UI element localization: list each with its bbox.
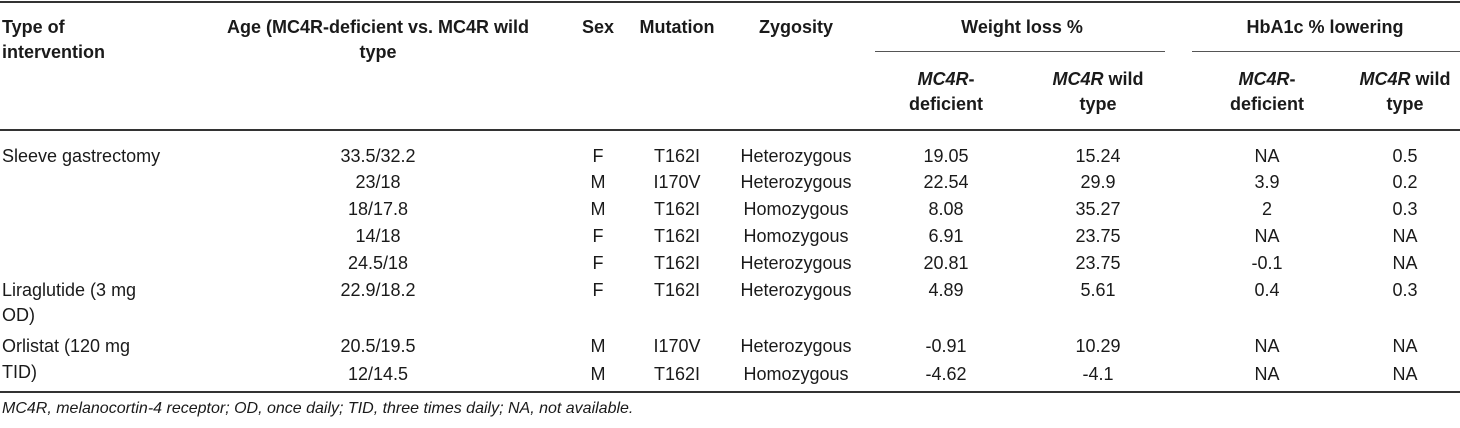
cell-zygosity: Heterozygous [740,253,852,273]
header-age-line2: type [359,42,397,62]
cell-hb-wild: NA [1392,226,1418,246]
cell-mutation: I170V [653,172,701,192]
cell-wl-deficient: 8.08 [928,199,964,219]
cell-wl-wild: 5.61 [1080,280,1116,300]
cell-hb-deficient: 0.4 [1254,280,1280,300]
subheader-hb-deficient-line2: deficient [1229,94,1305,114]
cell-wl-wild: 23.75 [1075,253,1121,273]
table-footnote: MC4R, melanocortin-4 receptor; OD, once … [2,400,634,417]
cell-mutation: T162I [653,280,701,300]
cell-mutation: T162I [653,199,701,219]
subheader-wl-wild-line1: MC4R wild [1052,69,1144,89]
cell-wl-wild: 23.75 [1075,226,1121,246]
cell-sex: M [590,364,606,384]
cell-hb-wild: NA [1392,253,1418,273]
subheader-hb-deficient-line1: MC4R- [1238,69,1296,89]
cell-mutation: I170V [653,336,701,356]
cell-age: 20.5/19.5 [340,336,416,356]
cell-hb-deficient: NA [1254,336,1280,356]
cell-hb-deficient: 2 [1261,199,1273,219]
cell-sex: M [590,336,606,356]
cell-intervention-line1: Liraglutide (3 mg [2,280,137,300]
cell-sex: F [592,280,604,300]
cell-sex: M [590,199,606,219]
cell-zygosity: Heterozygous [740,280,852,300]
cell-hb-deficient: -0.1 [1251,253,1283,273]
cell-age: 22.9/18.2 [340,280,416,300]
cell-hb-wild: 0.3 [1392,199,1418,219]
cell-wl-deficient: 20.81 [923,253,969,273]
cell-wl-wild: 15.24 [1075,146,1121,166]
cell-zygosity: Heterozygous [740,172,852,192]
table-bottom-rule [0,391,1460,393]
header-mutation: Mutation [639,17,715,37]
header-bottom-rule [0,129,1460,131]
cell-age: 23/18 [355,172,401,192]
cell-intervention-line2: OD) [2,305,35,325]
cell-mutation: T162I [653,226,701,246]
cell-wl-deficient: 22.54 [923,172,969,192]
weight-loss-group-rule [875,51,1165,52]
cell-hb-wild: 0.2 [1392,172,1418,192]
cell-sex: F [592,146,604,166]
header-type-line2: intervention [2,42,106,62]
header-type-line1: Type of [2,17,65,37]
cell-age: 24.5/18 [347,253,409,273]
cell-sex: F [592,253,604,273]
cell-hb-deficient: 3.9 [1254,172,1280,192]
cell-zygosity: Homozygous [743,226,849,246]
cell-intervention-line1: Orlistat (120 mg [2,336,131,356]
cell-hb-wild: NA [1392,364,1418,384]
cell-wl-wild: 29.9 [1080,172,1116,192]
cell-wl-deficient: 4.89 [928,280,964,300]
cell-zygosity: Homozygous [743,199,849,219]
cell-wl-deficient: -4.62 [925,364,967,384]
cell-mutation: T162I [653,364,701,384]
cell-sex: M [590,172,606,192]
cell-zygosity: Heterozygous [740,336,852,356]
cell-hb-wild: 0.5 [1392,146,1418,166]
subheader-hb-wild-line1: MC4R wild [1359,69,1451,89]
cell-hb-deficient: NA [1254,146,1280,166]
subheader-wl-deficient-line2: deficient [908,94,984,114]
cell-age: 12/14.5 [347,364,409,384]
cell-age: 18/17.8 [347,199,409,219]
header-age-line1: Age (MC4R-deficient vs. MC4R wild [226,17,530,37]
cell-intervention: Sleeve gastrectomy [2,146,161,166]
header-weight-loss: Weight loss % [961,17,1083,37]
table-top-rule [0,1,1460,3]
cell-hb-deficient: NA [1254,364,1280,384]
cell-hb-wild: 0.3 [1392,280,1418,300]
cell-zygosity: Heterozygous [740,146,852,166]
cell-zygosity: Homozygous [743,364,849,384]
cell-wl-deficient: 6.91 [928,226,964,246]
subheader-wl-deficient-line1: MC4R- [917,69,975,89]
cell-sex: F [592,226,604,246]
cell-mutation: T162I [653,253,701,273]
cell-wl-deficient: 19.05 [923,146,969,166]
subheader-wl-wild-line2: type [1079,94,1117,114]
cell-wl-deficient: -0.91 [925,336,967,356]
cell-mutation: T162I [653,146,701,166]
cell-wl-wild: -4.1 [1082,364,1114,384]
cell-intervention-line2: TID) [2,362,37,382]
header-zygosity: Zygosity [758,17,834,37]
hba1c-group-rule [1192,51,1460,52]
cell-wl-wild: 10.29 [1075,336,1121,356]
cell-hb-wild: NA [1392,336,1418,356]
cell-hb-deficient: NA [1254,226,1280,246]
cell-age: 33.5/32.2 [340,146,416,166]
cell-wl-wild: 35.27 [1075,199,1121,219]
header-sex: Sex [581,17,615,37]
subheader-hb-wild-line2: type [1386,94,1424,114]
cell-age: 14/18 [355,226,401,246]
header-hba1c: HbA1c % lowering [1246,17,1404,37]
